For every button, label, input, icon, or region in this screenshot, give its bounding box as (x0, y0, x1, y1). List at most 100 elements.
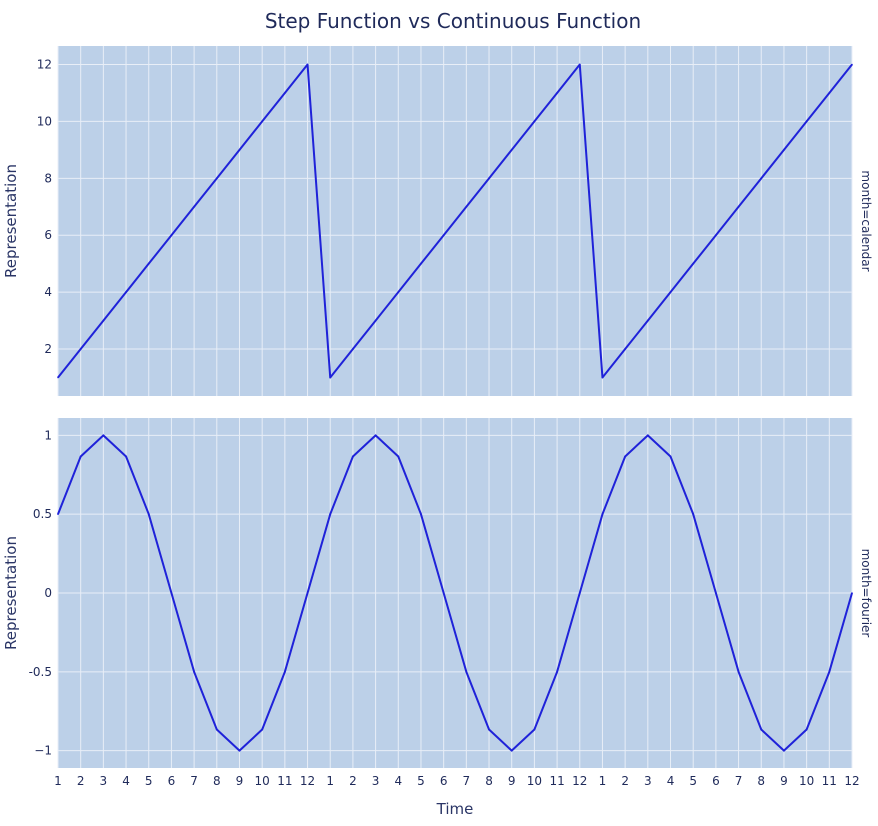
data-point (216, 728, 218, 731)
data-point (397, 455, 400, 458)
data-point (193, 205, 195, 208)
y-axis-title: Representation (2, 164, 20, 278)
data-point (261, 120, 263, 123)
y-tick-label: 10 (37, 114, 52, 128)
data-point (692, 262, 694, 265)
data-point (510, 149, 513, 151)
data-point (102, 434, 105, 437)
x-tick-label: 1 (54, 774, 62, 788)
x-tick-label: 10 (799, 774, 814, 788)
x-tick-label: 3 (100, 774, 108, 788)
x-axis: 1 2 3 4 5 6 7 8 9 10 11 12 1 2 3 4 5 6 7 8 9 10 11 12 1 2 3 4 5 6 7 8 9 1… (54, 774, 859, 788)
data-point (238, 149, 241, 151)
x-tick-label: 11 (822, 774, 837, 788)
data-point (329, 376, 332, 379)
x-tick-label: 3 (372, 774, 380, 788)
x-tick-label: 9 (508, 774, 516, 788)
data-point (170, 234, 173, 237)
data-point (193, 671, 195, 673)
data-point (805, 120, 808, 123)
data-point (125, 455, 127, 458)
data-point (420, 262, 422, 265)
data-point (715, 234, 717, 237)
data-point (556, 671, 558, 673)
panel-2: −1 -0.5 0 0.5 1 Representation month=fourier (2, 418, 873, 768)
data-point (57, 513, 59, 515)
data-point (578, 63, 581, 66)
x-tick-label: 5 (689, 774, 697, 788)
x-tick-label: 6 (440, 774, 448, 788)
data-point (578, 592, 581, 594)
data-point (647, 319, 649, 322)
x-tick-label: 2 (77, 774, 85, 788)
x-tick-label: 9 (236, 774, 244, 788)
data-point (737, 671, 740, 673)
data-point (238, 749, 241, 752)
x-tick-label: 8 (213, 774, 221, 788)
data-point (170, 592, 173, 594)
data-point (79, 348, 82, 350)
data-point (284, 92, 286, 94)
data-point (329, 513, 332, 515)
x-tick-label: 11 (549, 774, 564, 788)
data-point (465, 671, 468, 673)
panel-1: 2 4 6 8 10 12 Representation month=calendar (2, 46, 873, 396)
x-tick-label: 2 (349, 774, 357, 788)
data-point (420, 513, 422, 515)
data-point (828, 92, 831, 94)
data-point (805, 728, 808, 731)
x-tick-label: 12 (844, 774, 859, 788)
x-tick-label: 3 (644, 774, 652, 788)
x-tick-label: 4 (394, 774, 402, 788)
data-point (624, 348, 626, 350)
data-point (465, 205, 468, 208)
x-tick-label: 5 (145, 774, 153, 788)
data-point (261, 728, 263, 731)
data-point (647, 434, 649, 437)
data-point (669, 455, 672, 458)
x-tick-label: 5 (417, 774, 425, 788)
x-tick-label: 11 (277, 774, 292, 788)
data-point (851, 592, 853, 594)
x-tick-label: 4 (667, 774, 675, 788)
data-point (147, 513, 150, 515)
y-tick-label: 2 (44, 342, 52, 356)
data-point (533, 120, 536, 123)
data-point (510, 749, 513, 752)
data-point (397, 291, 400, 293)
x-tick-label: 7 (190, 774, 198, 788)
data-point (442, 234, 445, 237)
y-tick-label: -0.5 (29, 665, 52, 679)
x-tick-label: 6 (712, 774, 720, 788)
data-point (760, 177, 763, 180)
y-tick-label: 4 (44, 285, 52, 299)
data-point (601, 376, 604, 379)
data-point (851, 63, 853, 66)
facet-label: month=calendar (859, 170, 873, 271)
data-point (488, 728, 490, 731)
data-point (737, 205, 740, 208)
x-tick-label: 7 (463, 774, 471, 788)
x-tick-label: 8 (757, 774, 765, 788)
x-tick-label: 10 (255, 774, 270, 788)
x-tick-label: 1 (599, 774, 607, 788)
facet-label: month=fourier (859, 549, 873, 638)
x-tick-label: 12 (300, 774, 315, 788)
data-point (624, 455, 626, 458)
x-tick-label: 7 (735, 774, 743, 788)
data-point (533, 728, 536, 731)
x-tick-label: 12 (572, 774, 587, 788)
y-tick-label: −1 (34, 744, 52, 758)
data-point (374, 434, 377, 437)
chart-title: Step Function vs Continuous Function (265, 9, 641, 33)
x-tick-label: 9 (780, 774, 788, 788)
y-tick-label: 8 (44, 171, 52, 185)
data-point (352, 348, 354, 350)
series-line (57, 63, 853, 379)
series-line (57, 434, 853, 752)
data-point (669, 291, 672, 293)
x-tick-label: 8 (485, 774, 493, 788)
data-point (147, 262, 150, 265)
x-tick-label: 6 (168, 774, 176, 788)
